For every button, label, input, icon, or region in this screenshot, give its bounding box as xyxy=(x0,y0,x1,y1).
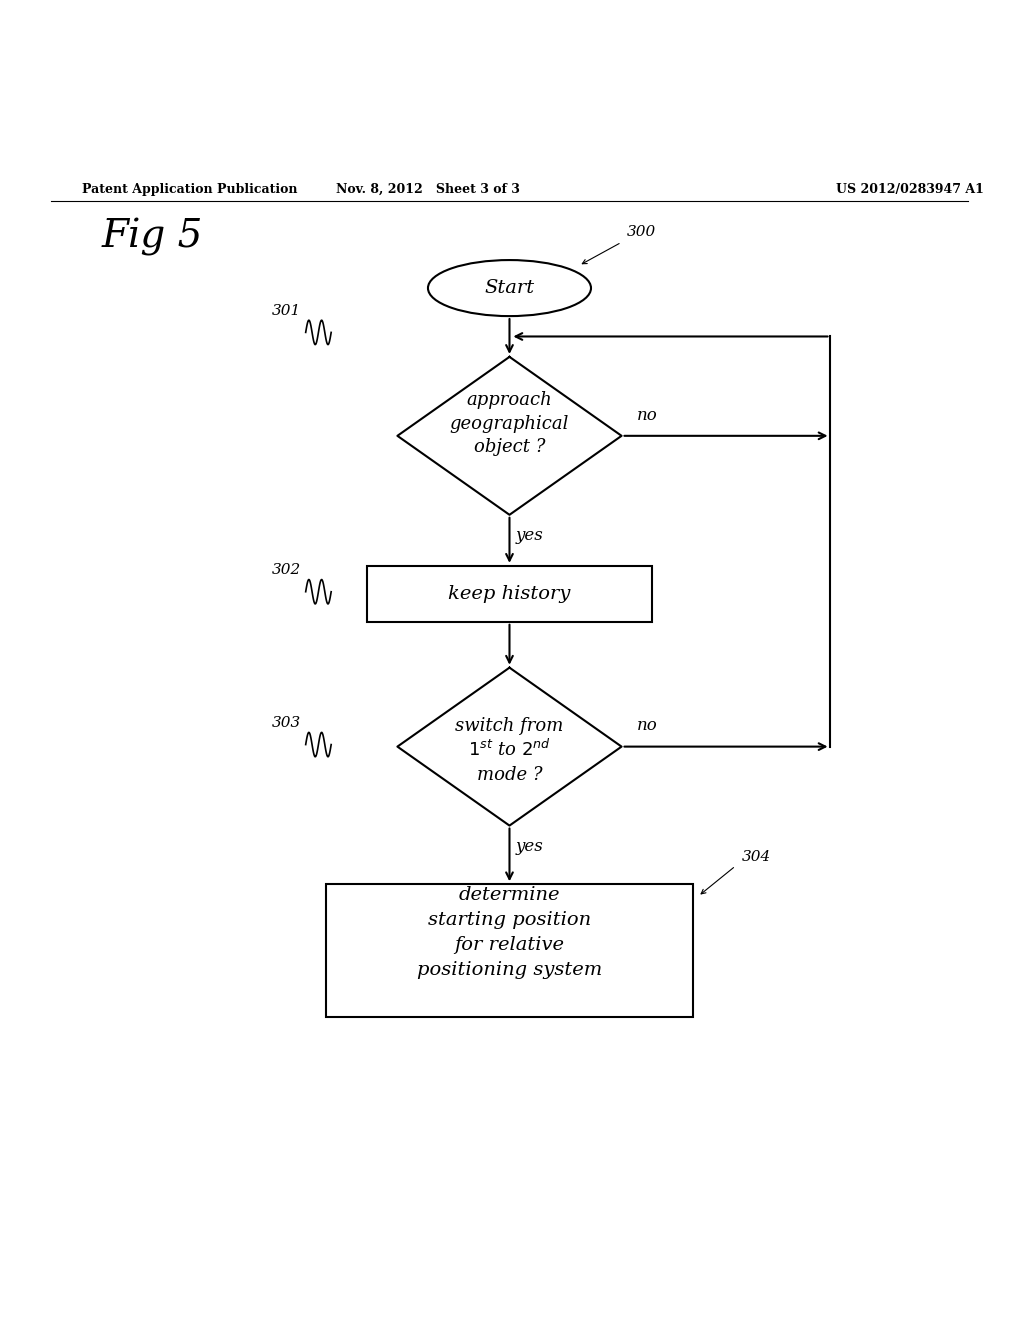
Text: Nov. 8, 2012   Sheet 3 of 3: Nov. 8, 2012 Sheet 3 of 3 xyxy=(336,182,520,195)
Text: Fig 5: Fig 5 xyxy=(102,218,204,256)
Text: Start: Start xyxy=(484,279,535,297)
Text: yes: yes xyxy=(516,527,544,544)
Text: 301: 301 xyxy=(271,304,301,318)
Ellipse shape xyxy=(428,260,591,315)
Text: 300: 300 xyxy=(627,226,656,239)
Text: no: no xyxy=(637,407,657,424)
Text: determine
starting position
for relative
positioning system: determine starting position for relative… xyxy=(417,886,602,978)
Text: 304: 304 xyxy=(741,850,771,863)
FancyBboxPatch shape xyxy=(367,566,652,622)
Text: switch from: switch from xyxy=(456,717,563,735)
Text: Patent Application Publication: Patent Application Publication xyxy=(82,182,297,195)
Text: 302: 302 xyxy=(271,564,301,577)
Text: keep history: keep history xyxy=(449,585,570,603)
Text: yes: yes xyxy=(516,838,544,855)
Text: 303: 303 xyxy=(271,717,301,730)
Text: no: no xyxy=(637,717,657,734)
FancyBboxPatch shape xyxy=(326,884,693,1016)
Text: US 2012/0283947 A1: US 2012/0283947 A1 xyxy=(836,182,983,195)
Text: $1^{st}$ to $2^{nd}$: $1^{st}$ to $2^{nd}$ xyxy=(468,739,551,760)
Text: approach
geographical
object ?: approach geographical object ? xyxy=(450,391,569,457)
Text: mode ?: mode ? xyxy=(477,766,543,784)
